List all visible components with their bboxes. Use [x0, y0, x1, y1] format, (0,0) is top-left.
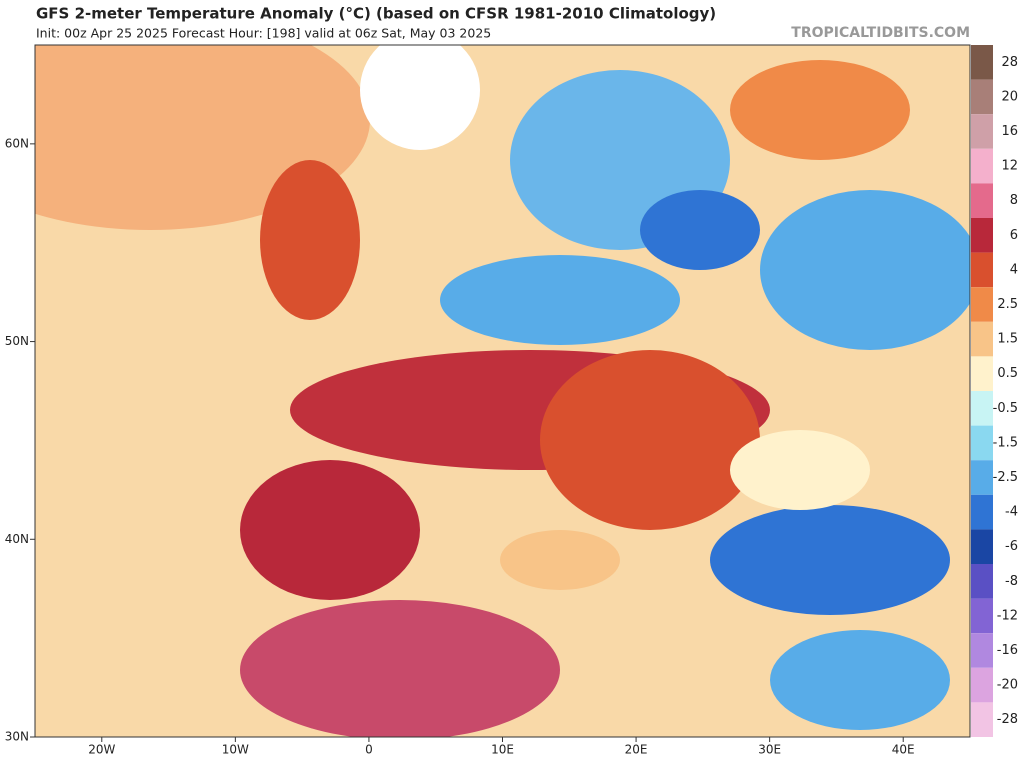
- y-tick-label: 60N: [5, 136, 29, 150]
- colorbar-label: -20: [997, 678, 1018, 693]
- colorbar-label: 8: [1010, 193, 1018, 208]
- colorbar-swatch: [971, 287, 993, 322]
- colorbar-swatch: [971, 218, 993, 253]
- colorbar-label: 16: [1001, 124, 1018, 139]
- colorbar-label: 4: [1010, 262, 1018, 277]
- colorbar-swatch: [971, 529, 993, 564]
- colorbar-swatch: [971, 494, 993, 530]
- colorbar-label: 1.5: [997, 332, 1018, 347]
- colorbar-label: -6: [1005, 539, 1018, 554]
- colorbar-label: -0.5: [993, 401, 1018, 416]
- x-tick-label: 0: [365, 743, 373, 757]
- colorbar-swatch: [971, 564, 993, 599]
- colorbar-swatch: [971, 148, 993, 184]
- colorbar-swatch: [971, 391, 993, 426]
- colorbar-label: -8: [1005, 574, 1018, 589]
- subtitle: Init: 00z Apr 25 2025 Forecast Hour: [19…: [36, 26, 491, 41]
- x-tick-label: 40E: [892, 743, 915, 757]
- colorbar-swatch: [971, 598, 993, 634]
- colorbar-label: 6: [1010, 228, 1018, 243]
- colorbar-swatch: [971, 252, 993, 288]
- colorbar-swatch: [971, 633, 993, 668]
- colorbar-swatch: [971, 425, 993, 461]
- colorbar-label: -12: [997, 608, 1018, 623]
- colorbar-swatch: [971, 356, 993, 391]
- x-tick-label: 10E: [491, 743, 514, 757]
- colorbar-label: 12: [1001, 159, 1018, 174]
- title: GFS 2-meter Temperature Anomaly (°C) (ba…: [36, 5, 716, 23]
- colorbar-label: -16: [997, 643, 1018, 658]
- map-field: [35, 45, 970, 737]
- colorbar-swatch: [971, 183, 993, 218]
- colorbar-swatch: [971, 702, 993, 737]
- colorbar-label: -1.5: [993, 435, 1018, 450]
- x-tick-label: 20E: [625, 743, 648, 757]
- colorbar-label: -28: [997, 712, 1018, 727]
- x-tick-label: 30E: [758, 743, 781, 757]
- colorbar-swatch: [971, 79, 993, 115]
- x-tick-label: 10W: [222, 743, 249, 757]
- y-tick-label: 30N: [5, 730, 29, 744]
- y-tick-label: 40N: [5, 532, 29, 546]
- y-tick-label: 50N: [5, 334, 29, 348]
- colorbar-label: 28: [1001, 55, 1018, 70]
- colorbar-label: -2.5: [993, 470, 1018, 485]
- colorbar-label: 20: [1001, 89, 1018, 104]
- colorbar-label: 0.5: [997, 366, 1018, 381]
- colorbar-label: 2.5: [997, 297, 1018, 312]
- colorbar-swatch: [971, 45, 993, 80]
- x-tick-label: 20W: [88, 743, 115, 757]
- colorbar-swatch: [971, 321, 993, 357]
- source: TROPICALTIDBITS.COM: [791, 25, 970, 41]
- colorbar-swatch: [971, 114, 993, 149]
- colorbar-swatch: [971, 667, 993, 703]
- colorbar-label: -4: [1005, 505, 1018, 520]
- colorbar-swatch: [971, 460, 993, 495]
